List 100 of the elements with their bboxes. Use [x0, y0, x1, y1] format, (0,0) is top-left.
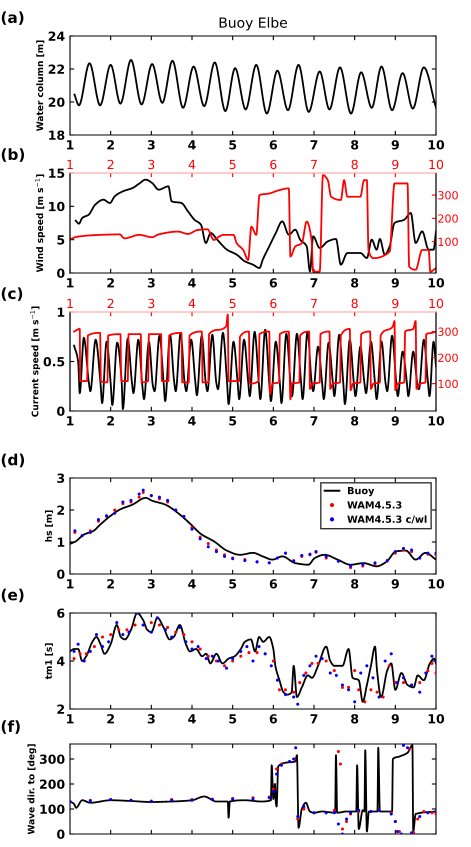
- y2-tick-label: 200: [438, 354, 458, 362]
- legend-label: Buoy: [348, 487, 374, 496]
- y2-tick-label: 100: [438, 238, 458, 246]
- x2-tick-label: 1: [67, 278, 74, 288]
- x-tick-label: 2: [107, 140, 114, 150]
- x-tick-label: 10: [428, 714, 444, 724]
- y-tick-label: 0.5: [44, 356, 64, 366]
- x2-tick-label: 2: [107, 416, 114, 426]
- x2-tick-label: 3: [148, 416, 155, 426]
- x-tick-label: 10: [429, 160, 444, 170]
- y-axis-title: tm1 [s]: [44, 643, 53, 680]
- x2-tick-label: 4: [188, 278, 196, 288]
- x-tick-label: 7: [310, 714, 318, 724]
- x-tick-label: 1: [67, 298, 73, 308]
- x-tick-label: 1: [67, 579, 74, 588]
- y-tick-label: 2: [57, 704, 64, 714]
- y-axis-title: Current speed [m s$^{−1}$]: [30, 306, 40, 417]
- y-tick-label: 2: [57, 505, 64, 515]
- y2-tick-label: 200: [438, 214, 458, 223]
- x-tick-label: 4: [188, 298, 196, 308]
- y-tick-label: 0: [57, 268, 65, 278]
- x2-tick-label: 9: [392, 278, 399, 288]
- x-tick-label: 1: [67, 140, 74, 150]
- y-tick-label: 200: [40, 779, 65, 789]
- x-tick-label: 8: [351, 579, 358, 589]
- x-tick-label: 3: [148, 714, 155, 724]
- x-tick-label: 1: [67, 714, 74, 724]
- y-tick-label: 300: [40, 754, 65, 764]
- y-tick-label: 20: [48, 97, 65, 107]
- y-tick-label: 18: [49, 130, 64, 140]
- x2-tick-label: 8: [351, 416, 358, 426]
- legend-label: WAM4.5.3 c/wl: [347, 515, 426, 524]
- y-tick-label: 100: [40, 804, 65, 814]
- x-tick-label: 4: [188, 140, 196, 150]
- x-tick-label: 7: [310, 579, 318, 588]
- x2-tick-label: 2: [107, 278, 114, 288]
- x-tick-label: 9: [392, 714, 399, 724]
- x2-tick-label: 7: [310, 416, 318, 426]
- y-axis-title: Wave dir. to [deg]: [27, 744, 36, 834]
- y-tick-label: 6: [57, 608, 64, 618]
- x-tick-label: 7: [310, 140, 318, 150]
- x2-tick-label: 7: [310, 278, 318, 288]
- y-tick-label: 22: [48, 64, 64, 74]
- x-tick-label: 3: [148, 160, 154, 170]
- x-tick-label: 8: [351, 140, 358, 150]
- x-tick-label: 5: [230, 160, 236, 170]
- x-tick-label: 6: [270, 579, 278, 589]
- x-tick-label: 7: [311, 160, 317, 170]
- text: (b): [2, 148, 24, 162]
- y-tick-label: 1: [58, 538, 64, 547]
- x-tick-label: 9: [392, 298, 398, 308]
- y-axis-title: Water column [m]: [36, 40, 44, 131]
- x-tick-label: 6: [270, 298, 277, 308]
- x-tick-label: 6: [270, 714, 278, 724]
- x2-tick-label: 10: [428, 416, 444, 426]
- x2-tick-label: 1: [67, 416, 74, 426]
- y-tick-label: 3: [57, 473, 64, 483]
- y-tick-label: 10: [49, 202, 65, 212]
- x2-tick-label: 4: [188, 416, 196, 426]
- x-tick-label: 5: [229, 140, 236, 150]
- y-axis-title: hs [m]: [44, 510, 53, 542]
- x-tick-label: 9: [392, 140, 399, 150]
- x2-tick-label: 8: [351, 278, 358, 288]
- x-tick-label: 10: [428, 579, 444, 589]
- x-tick-label: 10: [429, 298, 444, 308]
- text: (c): [2, 287, 22, 301]
- x-tick-label: 5: [230, 298, 236, 308]
- x-tick-label: 2: [108, 298, 114, 308]
- y-tick-label: 0: [57, 406, 65, 416]
- x-tick-label: 1: [67, 160, 73, 170]
- y-tick-label: 1: [58, 308, 64, 317]
- x-tick-label: 5: [229, 579, 236, 589]
- x-tick-label: 8: [352, 298, 358, 308]
- text: (a): [2, 11, 24, 25]
- x-tick-label: 3: [148, 140, 155, 150]
- x-tick-label: 9: [392, 160, 398, 170]
- x-tick-label: 6: [270, 140, 278, 150]
- text: (f): [2, 720, 20, 734]
- legend-label: WAM4.5.3: [347, 501, 402, 509]
- x-tick-label: 3: [148, 579, 155, 589]
- y-tick-label: 4: [57, 656, 65, 666]
- x-tick-label: 5: [229, 714, 236, 724]
- x2-tick-label: 10: [428, 278, 444, 288]
- y-tick-label: 24: [48, 31, 65, 41]
- x2-tick-label: 5: [229, 278, 236, 288]
- y-axis-title: Wind speed [m s$^{−1}$]: [34, 174, 45, 272]
- x2-tick-label: 6: [270, 278, 278, 288]
- x-tick-label: 4: [188, 714, 196, 724]
- x-tick-label: 4: [188, 160, 196, 170]
- x-tick-label: 7: [311, 298, 317, 308]
- x2-tick-label: 3: [148, 278, 155, 288]
- x-tick-label: 8: [352, 160, 358, 170]
- y-tick-label: 5: [57, 235, 64, 245]
- x-tick-label: 4: [188, 579, 196, 588]
- y2-tick-label: 300: [438, 191, 458, 200]
- y-tick-label: 15: [49, 168, 64, 178]
- x-tick-label: 2: [108, 160, 114, 170]
- chart-title: Buoy Elbe: [220, 17, 287, 31]
- x-tick-label: 2: [107, 714, 114, 724]
- x2-tick-label: 5: [229, 416, 236, 426]
